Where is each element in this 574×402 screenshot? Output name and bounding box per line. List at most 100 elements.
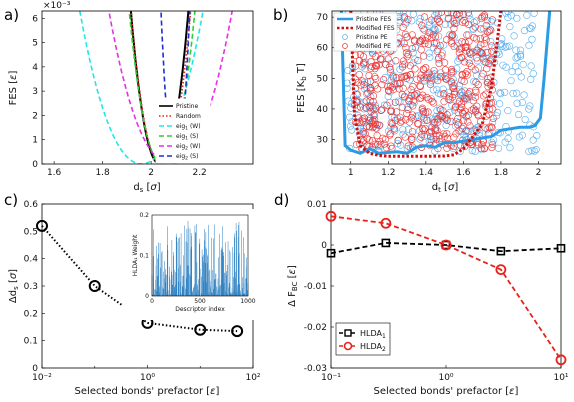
y-tick-label-b: 60 [317,44,329,54]
scatter-point-modified [427,132,435,141]
scatter-point-modified [430,39,438,47]
scatter-point-modified [401,60,409,68]
y-tick-label-b: 30 [317,136,329,146]
scatter-point-modified [426,80,435,89]
scatter-point-modified [449,83,457,91]
scatter-point-modified [488,143,496,152]
scatter-point-pristine [465,55,473,64]
y-tick-label-d: 0.01 [307,200,327,210]
legend-label-b: Pristine FES [356,16,391,23]
scatter-point-modified [394,137,402,145]
scatter-point-modified [403,109,411,117]
scatter-point-modified [485,123,493,131]
legend-label-a: Pristine [176,103,199,110]
scatter-point-pristine [396,141,405,149]
scatter-point-modified [447,32,456,40]
data-point-square [441,240,451,250]
scatter-point-modified [428,97,436,106]
scatter-point-pristine [410,145,418,153]
series-line-4 [108,11,233,164]
y-tick-label-d: -0.01 [304,282,327,292]
panel-c: 10⁻² 10⁰ 10² 0 0.1 0.2 0.3 0.4 0.5 0.6 0 500 1000 0 0… [8,200,261,397]
scatter-point-modified [386,65,395,74]
scatter-point-modified [359,129,367,137]
legend-label-b: Modified FES [356,25,395,32]
scatter-point-modified [386,82,394,90]
scatter-point-modified [409,102,417,110]
scatter-point-pristine [518,98,526,107]
series-line-1 [330,215,562,361]
scatter-point-modified [422,64,430,72]
scatter-point-pristine [471,147,479,155]
scatter-point-pristine [419,25,427,33]
y-tick-label-a: 1 [32,136,38,146]
scatter-point-pristine [375,142,383,151]
scatter-point-modified [351,51,360,59]
scatter-point-pristine [498,42,506,50]
scatter-point-modified [411,91,419,99]
x-tick-label-c: 10⁰ [140,373,155,383]
scatter-point-modified [466,88,474,96]
scatter-point-modified [424,74,432,82]
scatter-point-modified [465,59,473,67]
scatter-point-pristine [431,115,439,123]
scatter-point-pristine [495,50,504,58]
legend-swatch-b [342,34,348,40]
series-line [41,225,238,333]
legend-swatch-b [342,43,348,49]
scatter-point-modified [436,42,444,50]
y-axis-label-c: Δds [σ] [8,269,20,303]
x-tick-label-d: 10¹ [553,373,568,383]
series-line-2 [78,11,204,164]
scatter-point-modified [458,70,466,78]
panel-label-a: a) [4,6,19,24]
scatter-point-modified [441,66,450,74]
scatter-point-modified [387,119,395,127]
scatter-point-modified [450,90,459,98]
x-axis-label-d: Selected bonds' prefactor [ε] [374,386,519,397]
scatter-point-modified [418,125,427,133]
legend-label-b: Modified PE [356,43,391,50]
inset-y-tick-label: 0.1 [139,253,149,260]
scatter-point-pristine [416,15,424,23]
scatter-point-modified [468,106,476,114]
scatter-point-modified [451,88,459,96]
scatter-point-modified [447,117,455,126]
scatter-point-modified [458,88,466,96]
scatter-point-modified [457,100,466,108]
scatter-point-modified [384,82,392,90]
y-multiplier-a: ×10⁻³ [43,1,71,11]
scatter-point-modified [420,13,429,21]
scatter-point-modified [477,117,485,126]
scatter-point-pristine [450,106,459,114]
scatter-point-pristine [430,25,438,33]
scatter-point-pristine [355,98,363,106]
scatter-point-modified [353,119,361,127]
scatter-point-pristine [526,102,534,110]
legend-label-a: eig1 (S) [176,133,198,142]
scatter-point-modified [397,118,405,126]
legend-marker-d [344,329,352,337]
scatter-point-modified [461,43,469,52]
scatter-point-pristine [446,108,454,117]
scatter-point-pristine [521,115,529,124]
scatter-point-modified [385,86,393,94]
scatter-point-modified [399,23,407,32]
scatter-point-modified [421,124,429,133]
scatter-point-modified [442,75,450,83]
scatter-point-modified [432,132,440,140]
scatter-point-pristine [527,62,535,70]
scatter-point-modified [390,125,399,133]
data-point-square [556,243,566,253]
scatter-point-pristine [501,88,509,96]
scatter-point-modified [416,94,424,102]
scatter-point-pristine [502,11,510,17]
x-tick-label-a: 1.6 [47,168,62,178]
scatter-point-pristine [512,54,520,62]
scatter-point-modified [443,130,451,138]
inset-y-axis-label: HLDA₁ Weight [132,234,139,276]
scatter-point-modified [484,48,492,56]
scatter-point-pristine [513,53,522,61]
legend-label-d: HLDA2 [360,342,386,353]
legend-label-a: Random [176,113,201,120]
